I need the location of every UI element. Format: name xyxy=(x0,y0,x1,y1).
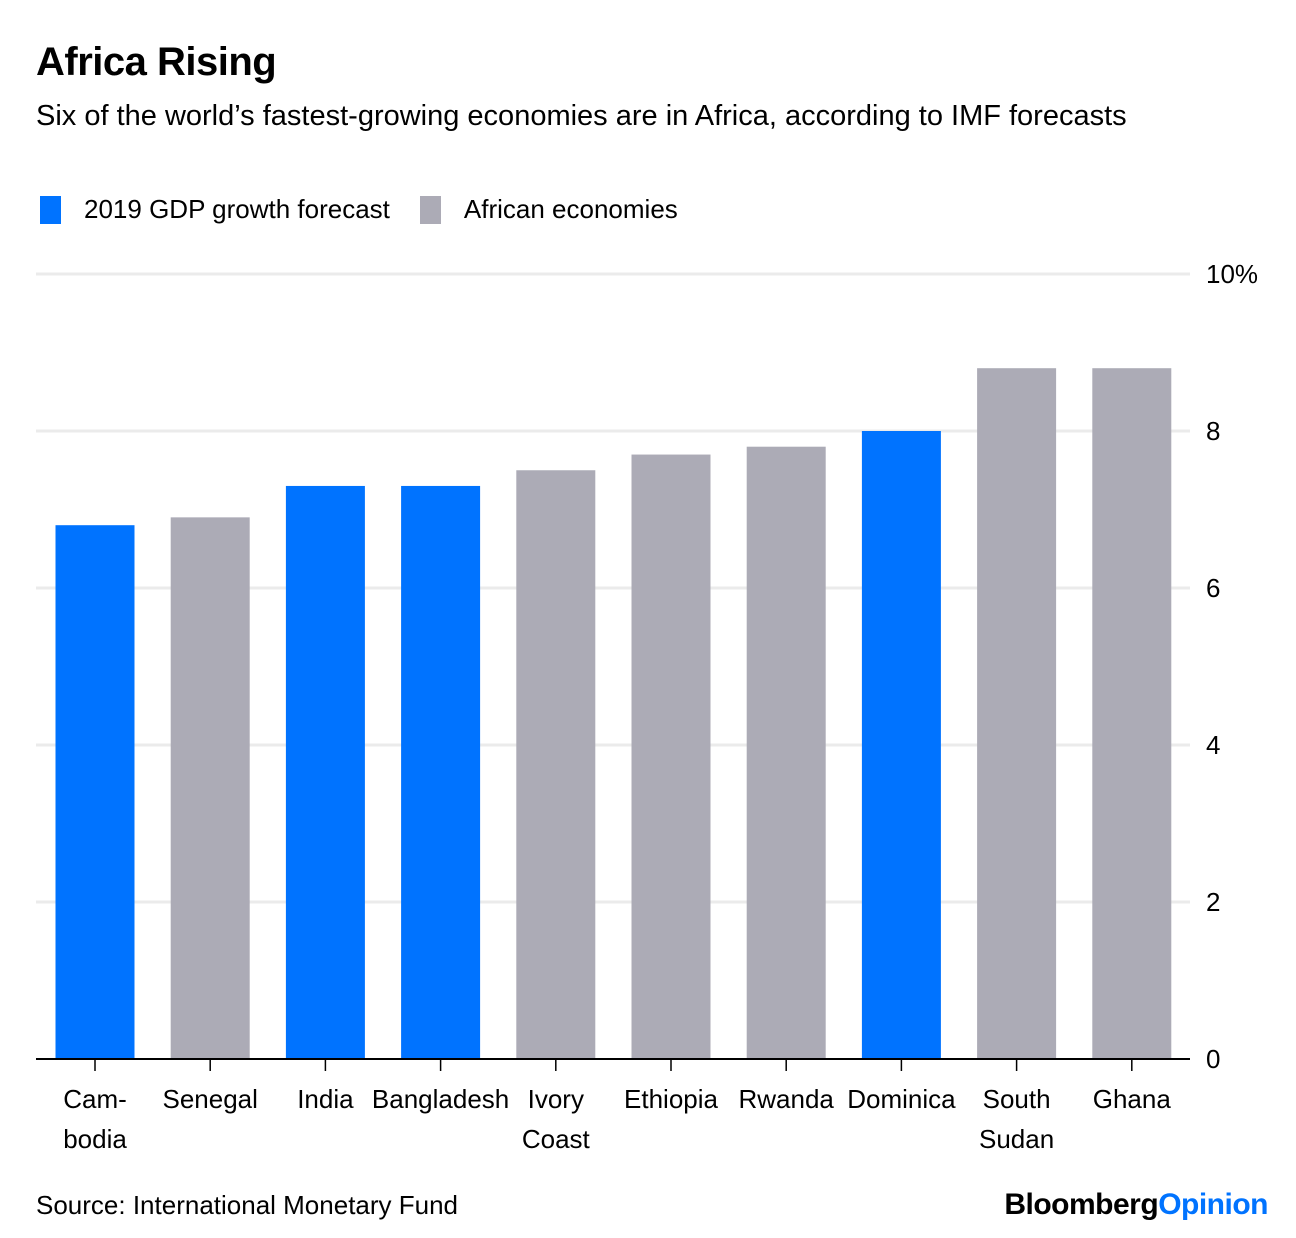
labels: 0 2 4 6 8 10% Cam-bodia Senegal India Bangladesh I… xyxy=(63,259,1258,1154)
x-tick-label: Sudan xyxy=(979,1124,1054,1154)
bar xyxy=(631,454,711,1059)
brand-opinion: Opinion xyxy=(1158,1188,1268,1221)
y-tick-label: 10% xyxy=(1206,259,1258,289)
x-tick-label: bodia xyxy=(63,1124,127,1154)
x-tick-label: Rwanda xyxy=(738,1084,834,1114)
legend-label: African economies xyxy=(463,194,678,224)
bar xyxy=(55,525,135,1059)
x-tick-label: Bangladesh xyxy=(372,1084,509,1114)
axes xyxy=(36,1058,1190,1071)
bar xyxy=(285,485,365,1059)
x-tick-label: Dominica xyxy=(847,1084,956,1114)
x-tick-label: Ghana xyxy=(1093,1084,1172,1114)
bars xyxy=(55,368,1172,1059)
y-tick-label: 2 xyxy=(1206,887,1220,917)
x-tick-label: Ethiopia xyxy=(624,1084,718,1114)
x-tick-label: Coast xyxy=(522,1124,591,1154)
bar xyxy=(516,470,596,1059)
legend-swatch-blue xyxy=(40,195,61,224)
legend-swatch-gray xyxy=(419,195,441,224)
x-tick-label: Senegal xyxy=(162,1084,257,1114)
x-tick-label: South xyxy=(983,1084,1051,1114)
legend-item-forecast: 2019 GDP growth forecast xyxy=(36,194,390,225)
bar xyxy=(401,485,481,1059)
bar xyxy=(977,368,1057,1059)
source-note: Source: International Monetary Fund xyxy=(36,1190,459,1220)
x-tick-label: Ivory xyxy=(528,1084,584,1114)
x-tick-label: Cam- xyxy=(63,1084,127,1114)
bar xyxy=(1092,368,1172,1059)
x-tick-label: India xyxy=(297,1084,354,1114)
chart-subtitle: Six of the world’s fastest-growing econo… xyxy=(36,100,1127,132)
bar xyxy=(861,431,941,1059)
y-tick-label: 6 xyxy=(1206,573,1220,603)
legend-label: 2019 GDP growth forecast xyxy=(84,194,390,224)
legend-item-african: African economies xyxy=(416,194,678,225)
bar xyxy=(170,517,250,1059)
y-tick-label: 0 xyxy=(1206,1044,1220,1074)
brand-logo: BloombergOpinion xyxy=(1004,1188,1268,1222)
y-tick-label: 4 xyxy=(1206,730,1220,760)
bar xyxy=(746,446,826,1059)
chart-title: Africa Rising xyxy=(36,40,277,84)
legend: 2019 GDP growth forecast African economi… xyxy=(36,194,704,225)
brand-bloomberg: Bloomberg xyxy=(1004,1188,1159,1221)
y-tick-label: 8 xyxy=(1206,416,1220,446)
